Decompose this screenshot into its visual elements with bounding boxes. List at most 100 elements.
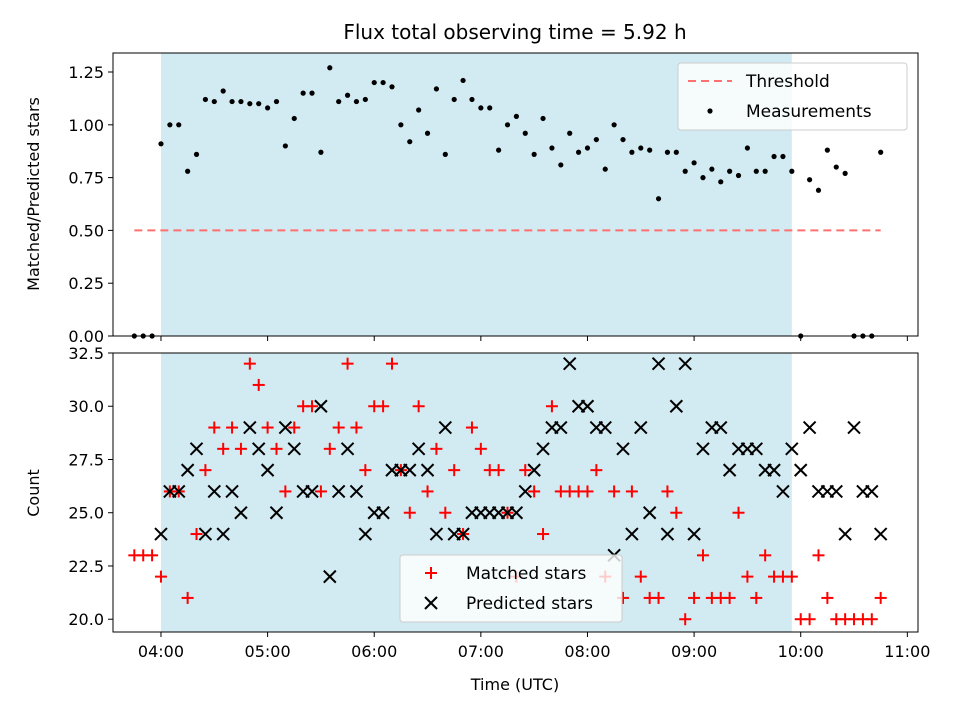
predicted-stars-point	[349, 484, 364, 499]
matched-stars-point	[874, 591, 887, 604]
measurement-point	[718, 179, 724, 185]
measurement-point	[700, 175, 706, 181]
measurement-point	[504, 122, 511, 128]
predicted-stars-point	[562, 356, 577, 371]
measurement-point	[424, 130, 431, 136]
matched-stars-point	[323, 442, 336, 455]
measurement-point	[398, 122, 404, 128]
matched-stars-point	[243, 357, 256, 370]
predicted-stars-point	[749, 442, 763, 456]
measurement-point	[575, 149, 582, 155]
predicted-stars-point	[456, 527, 470, 541]
measurement-point	[593, 136, 599, 143]
measurement-point	[664, 149, 671, 155]
measurement-point	[344, 92, 351, 98]
matched-stars-point	[528, 485, 541, 498]
matched-stars-point	[661, 485, 674, 498]
y-tick-label: 0.50	[68, 221, 104, 240]
predicted-stars-point	[687, 527, 701, 541]
x-tick-label: 06:00	[351, 642, 397, 661]
matched-stars-point	[377, 400, 390, 413]
measurement-point	[638, 145, 644, 151]
predicted-stars-point	[323, 569, 337, 584]
predicted-stars-point	[865, 484, 879, 499]
predicted-stars-point	[172, 484, 186, 499]
measurement-point	[433, 86, 440, 92]
measurement-point	[629, 149, 635, 155]
measurement-point	[531, 151, 537, 157]
matched-stars-point	[812, 549, 825, 562]
predicted-stars-point	[554, 420, 568, 435]
measurement-point	[202, 96, 209, 103]
measurement-point	[193, 151, 200, 157]
measurement-point	[247, 101, 253, 107]
measurement-point	[291, 115, 297, 122]
matched-stars-point	[750, 591, 763, 604]
predicted-stars-point	[278, 420, 293, 435]
x-tick-label: 08:00	[564, 642, 610, 661]
measurement-point	[682, 168, 688, 174]
predicted-stars-point	[527, 463, 541, 477]
predicted-stars-point	[847, 420, 861, 435]
measurement-point	[362, 96, 368, 103]
predicted-stars-point	[429, 527, 444, 541]
matched-stars-point	[350, 421, 363, 434]
predicted-stars-point	[154, 527, 168, 541]
predicted-stars-point	[198, 527, 213, 541]
matched-stars-point	[190, 528, 203, 541]
ratio-x-ticks	[160, 336, 908, 341]
predicted-stars-point	[660, 527, 675, 541]
measurement-point	[451, 96, 457, 103]
x-tick-label: 11:00	[884, 642, 930, 661]
matched-stars-point	[288, 421, 301, 434]
y-tick-label: 25.0	[68, 504, 104, 523]
measurement-point	[416, 107, 422, 113]
predicted-stars-point	[625, 527, 639, 541]
matched-stars-point	[696, 549, 709, 562]
measurement-point	[176, 122, 182, 128]
matched-stars-point	[332, 421, 345, 434]
predicted-stars-point	[838, 527, 852, 541]
y-tick-label: 0.25	[68, 274, 104, 293]
ratio-panel-frame	[112, 52, 919, 337]
measurement-point	[691, 160, 697, 166]
measurement-point	[336, 98, 342, 105]
x-tick-label: 04:00	[138, 642, 184, 661]
matched-stars-point	[412, 400, 425, 413]
y-tick-label: 30.0	[68, 397, 104, 416]
matched-stars-point	[341, 357, 354, 370]
x-tick-label: 09:00	[671, 642, 717, 661]
matched-legend-label: Matched stars	[466, 564, 586, 584]
matched-stars-point	[306, 400, 319, 413]
measurement-point	[744, 145, 751, 151]
predicted-stars-point	[260, 463, 275, 477]
matched-stars-point	[226, 421, 239, 434]
predicted-stars-point	[669, 399, 684, 413]
matched-stars-point	[670, 506, 683, 519]
y-tick-label: 0.75	[68, 169, 104, 188]
predicted-stars-point	[651, 356, 666, 371]
predicted-stars-point	[180, 463, 195, 477]
measurement-point	[265, 105, 271, 111]
predicted-stars-point	[269, 506, 284, 520]
matched-stars-point	[652, 591, 665, 604]
predicted-stars-point	[207, 484, 221, 499]
count-y-axis-label: Count	[24, 469, 43, 517]
y-tick-label: 22.5	[68, 557, 104, 576]
predicted-stars-point	[509, 506, 524, 520]
predicted-stars-point	[189, 442, 204, 456]
predicted-stars-point	[518, 484, 532, 499]
predicted-stars-point	[225, 484, 239, 499]
matched-stars-point	[625, 485, 638, 498]
measurement-point	[238, 98, 244, 105]
measurement-point	[256, 101, 262, 107]
matched-stars-point	[385, 357, 398, 370]
predicted-stars-point	[252, 442, 266, 456]
predicted-legend-label: Predicted stars	[466, 594, 593, 614]
matched-stars-point	[679, 613, 692, 626]
measurement-point	[735, 172, 742, 179]
measurement-point	[478, 105, 484, 111]
matched-stars-point	[261, 421, 274, 434]
measurement-point	[371, 79, 377, 86]
